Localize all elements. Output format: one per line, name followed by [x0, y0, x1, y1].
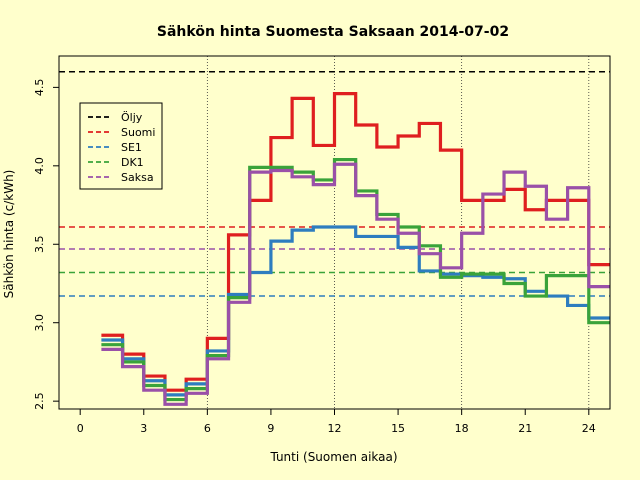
- legend-label-dk1: DK1: [121, 156, 144, 169]
- x-tick-label-15: 15: [391, 422, 405, 435]
- legend-label-suomi: Suomi: [121, 126, 155, 139]
- x-tick-label-21: 21: [518, 422, 532, 435]
- series-saksa: [101, 162, 610, 406]
- legend: Öljy Suomi SE1 DK1 Saksa: [79, 102, 163, 190]
- x-tick-label-6: 6: [204, 422, 211, 435]
- chart-title: Sähkön hinta Suomesta Saksaan 2014-07-02: [157, 24, 509, 40]
- legend-box: [79, 102, 163, 190]
- x-tick-label-3: 3: [140, 422, 147, 435]
- x-axis-label: Tunti (Suomen aikaa): [269, 450, 397, 464]
- x-tick-label-18: 18: [455, 422, 469, 435]
- legend-label-se1: SE1: [121, 141, 142, 154]
- x-tick-label-0: 0: [77, 422, 84, 435]
- axes: 0 3 6 9 12 15 18 21 24 2.5 3.0 3.5 4.0 4.5: [33, 55, 611, 435]
- y-tick-label-4.5: 4.5: [33, 79, 46, 97]
- x-tick-label-9: 9: [267, 422, 274, 435]
- series-suomi: [101, 92, 610, 392]
- x-tick-label-12: 12: [328, 422, 342, 435]
- y-tick-label-3.5: 3.5: [33, 236, 46, 254]
- legend-label-öljy: Öljy: [121, 111, 143, 124]
- y-axis-label: Sähkön hinta (c/kWh): [2, 170, 16, 299]
- y-tick-label-4: 4.0: [33, 157, 46, 175]
- x-tick-label-24: 24: [582, 422, 596, 435]
- series-se1: [101, 225, 610, 397]
- legend-label-saksa: Saksa: [121, 171, 154, 184]
- y-tick-label-2.5: 2.5: [33, 392, 46, 410]
- y-tick-label-3: 3.0: [33, 314, 46, 332]
- plot-area: [59, 56, 610, 409]
